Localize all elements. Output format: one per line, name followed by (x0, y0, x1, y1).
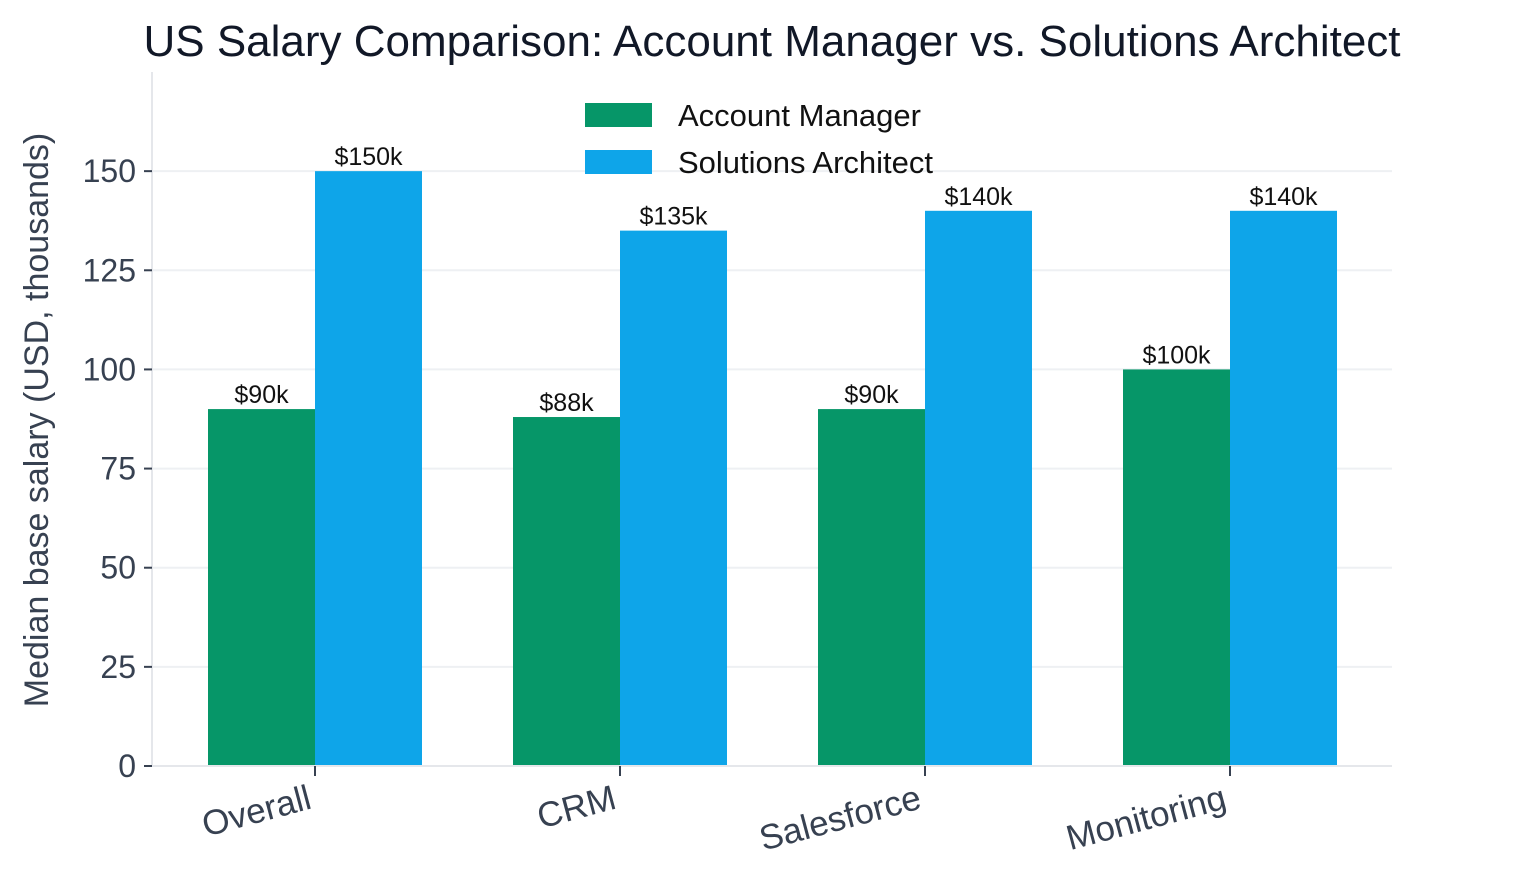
y-tick-label: 25 (100, 649, 136, 685)
bar-account-manager-crm (513, 417, 620, 766)
y-tick-label: 50 (100, 550, 136, 586)
data-label-solutions-architect-crm: $135k (639, 203, 708, 231)
bar-account-manager-salesforce (818, 409, 925, 766)
bar-account-manager-overall (208, 409, 315, 766)
data-label-account-manager-crm: $88k (539, 389, 594, 417)
data-label-account-manager-monitoring: $100k (1142, 341, 1211, 369)
y-tick-label: 150 (83, 153, 136, 189)
bar-solutions-architect-monitoring (1230, 210, 1337, 767)
x-tick-label-monitoring: Monitoring (1062, 778, 1230, 858)
bar-solutions-architect-salesforce (925, 210, 1032, 767)
legend: Account Manager Solutions Architect (585, 98, 933, 180)
x-tick-label-salesforce: Salesforce (755, 778, 925, 858)
legend-swatch-solutions-architect (585, 150, 652, 174)
legend-label-account-manager: Account Manager (678, 98, 921, 133)
legend-label-solutions-architect: Solutions Architect (678, 145, 933, 180)
legend-swatch-account-manager (585, 103, 652, 127)
y-tick-label: 125 (83, 252, 136, 288)
data-label-solutions-architect-salesforce: $140k (944, 183, 1013, 211)
y-tick-label: 100 (83, 351, 136, 387)
y-axis-ticks: 0 25 50 75 100 125 150 (83, 153, 152, 784)
x-axis-ticks: Overall CRM Salesforce Monitoring (198, 766, 1231, 859)
y-tick-label: 0 (118, 748, 136, 784)
bar-solutions-architect-overall (315, 171, 422, 767)
data-label-account-manager-overall: $90k (234, 381, 289, 409)
data-label-account-manager-salesforce: $90k (844, 381, 899, 409)
x-tick-label-crm: CRM (533, 778, 620, 836)
y-tick-label: 75 (100, 451, 136, 487)
bar-solutions-architect-crm (620, 230, 727, 767)
chart-title: US Salary Comparison: Account Manager vs… (143, 17, 1400, 66)
bars (208, 171, 1337, 767)
x-tick-label-overall: Overall (198, 778, 315, 844)
data-label-solutions-architect-monitoring: $140k (1249, 183, 1318, 211)
data-label-solutions-architect-overall: $150k (334, 143, 403, 171)
y-axis-label: Median base salary (USD, thousands) (18, 133, 56, 708)
bar-account-manager-monitoring (1123, 369, 1230, 766)
data-labels: $90k $150k $88k $135k $90k $140k $100k $140k (234, 143, 1318, 417)
